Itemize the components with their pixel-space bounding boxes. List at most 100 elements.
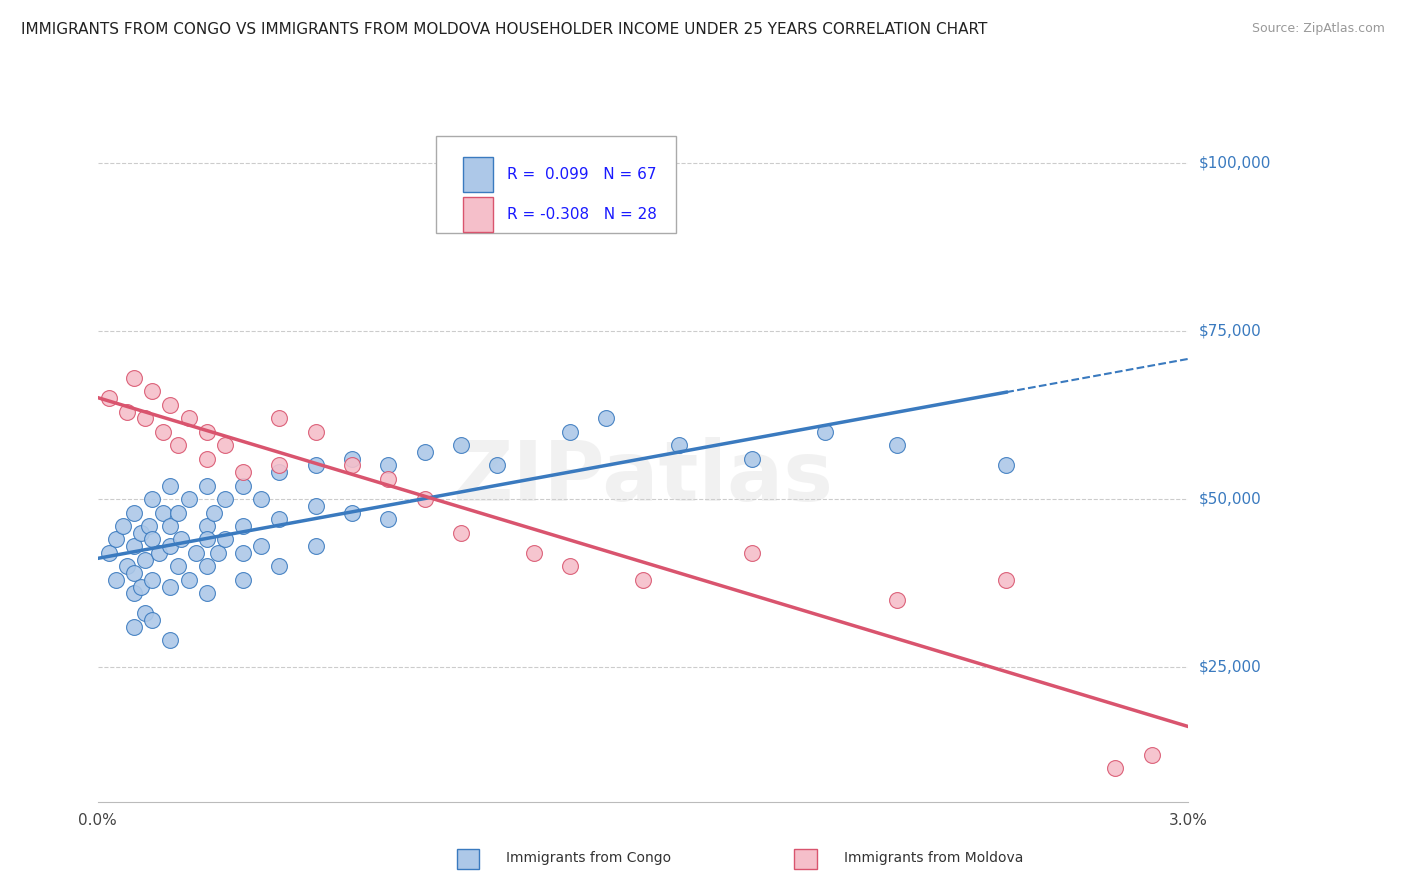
Point xyxy=(995,458,1018,473)
Point xyxy=(177,411,200,425)
Point xyxy=(159,398,181,412)
Point xyxy=(159,478,181,492)
Point xyxy=(177,491,200,506)
Point xyxy=(170,533,193,547)
Point xyxy=(340,451,363,466)
Point xyxy=(104,573,127,587)
Point xyxy=(305,425,328,439)
Point xyxy=(122,371,145,385)
Point xyxy=(115,559,138,574)
Text: $50,000: $50,000 xyxy=(1199,491,1261,507)
Point xyxy=(377,458,399,473)
Point xyxy=(1140,747,1163,762)
Point xyxy=(250,491,273,506)
Point xyxy=(97,546,120,560)
Point xyxy=(122,539,145,553)
Point xyxy=(195,478,218,492)
Point xyxy=(159,633,181,648)
Point xyxy=(112,519,135,533)
Point xyxy=(122,586,145,600)
Point xyxy=(134,411,156,425)
Point xyxy=(166,506,188,520)
Point xyxy=(1104,761,1126,775)
Point xyxy=(122,566,145,580)
Point xyxy=(232,465,254,479)
Point xyxy=(159,580,181,594)
Point xyxy=(560,559,582,574)
Point xyxy=(450,525,472,540)
Point xyxy=(813,425,835,439)
Text: R = -0.308   N = 28: R = -0.308 N = 28 xyxy=(506,207,657,222)
Text: Immigrants from Moldova: Immigrants from Moldova xyxy=(844,851,1024,865)
Point xyxy=(214,533,236,547)
Text: R =  0.099   N = 67: R = 0.099 N = 67 xyxy=(506,168,657,182)
Point xyxy=(214,438,236,452)
Point xyxy=(269,512,291,526)
Point xyxy=(340,458,363,473)
Point xyxy=(184,546,207,560)
Point xyxy=(269,411,291,425)
Point xyxy=(269,559,291,574)
Point xyxy=(141,384,163,399)
Point xyxy=(377,512,399,526)
Text: Source: ZipAtlas.com: Source: ZipAtlas.com xyxy=(1251,22,1385,36)
Point xyxy=(305,499,328,513)
Point xyxy=(269,458,291,473)
Point xyxy=(129,580,152,594)
Point xyxy=(202,506,225,520)
Point xyxy=(195,559,218,574)
Point xyxy=(450,438,472,452)
Point xyxy=(159,519,181,533)
Point xyxy=(195,533,218,547)
Point xyxy=(560,425,582,439)
Point xyxy=(413,445,436,459)
Point xyxy=(134,607,156,621)
Text: $75,000: $75,000 xyxy=(1199,323,1261,338)
Point xyxy=(232,519,254,533)
Point xyxy=(668,438,690,452)
Point xyxy=(305,458,328,473)
Bar xyxy=(463,197,494,232)
Point xyxy=(166,559,188,574)
Point xyxy=(413,491,436,506)
Point xyxy=(177,573,200,587)
Point xyxy=(340,506,363,520)
Point xyxy=(214,491,236,506)
Point xyxy=(97,391,120,405)
Text: $25,000: $25,000 xyxy=(1199,660,1261,674)
Text: $100,000: $100,000 xyxy=(1199,155,1271,170)
Text: ZIPatlas: ZIPatlas xyxy=(453,437,834,518)
Bar xyxy=(463,158,494,192)
Point xyxy=(995,573,1018,587)
Point xyxy=(195,425,218,439)
Point xyxy=(232,478,254,492)
Point xyxy=(886,593,908,607)
Point xyxy=(115,404,138,418)
Text: Immigrants from Congo: Immigrants from Congo xyxy=(506,851,671,865)
Point xyxy=(195,586,218,600)
Point xyxy=(631,573,654,587)
FancyBboxPatch shape xyxy=(436,136,675,233)
Point xyxy=(122,620,145,634)
Point xyxy=(595,411,617,425)
Point xyxy=(141,613,163,627)
Point xyxy=(195,451,218,466)
Point xyxy=(159,539,181,553)
Text: IMMIGRANTS FROM CONGO VS IMMIGRANTS FROM MOLDOVA HOUSEHOLDER INCOME UNDER 25 YEA: IMMIGRANTS FROM CONGO VS IMMIGRANTS FROM… xyxy=(21,22,987,37)
Point xyxy=(152,506,174,520)
Point xyxy=(166,438,188,452)
Point xyxy=(138,519,160,533)
Point xyxy=(104,533,127,547)
Point xyxy=(269,465,291,479)
Point xyxy=(195,519,218,533)
Point xyxy=(141,573,163,587)
Point xyxy=(741,451,763,466)
Point xyxy=(377,472,399,486)
Point xyxy=(152,425,174,439)
Point xyxy=(486,458,509,473)
Point xyxy=(207,546,229,560)
Point xyxy=(141,491,163,506)
Point xyxy=(148,546,170,560)
Point xyxy=(232,546,254,560)
Point xyxy=(886,438,908,452)
